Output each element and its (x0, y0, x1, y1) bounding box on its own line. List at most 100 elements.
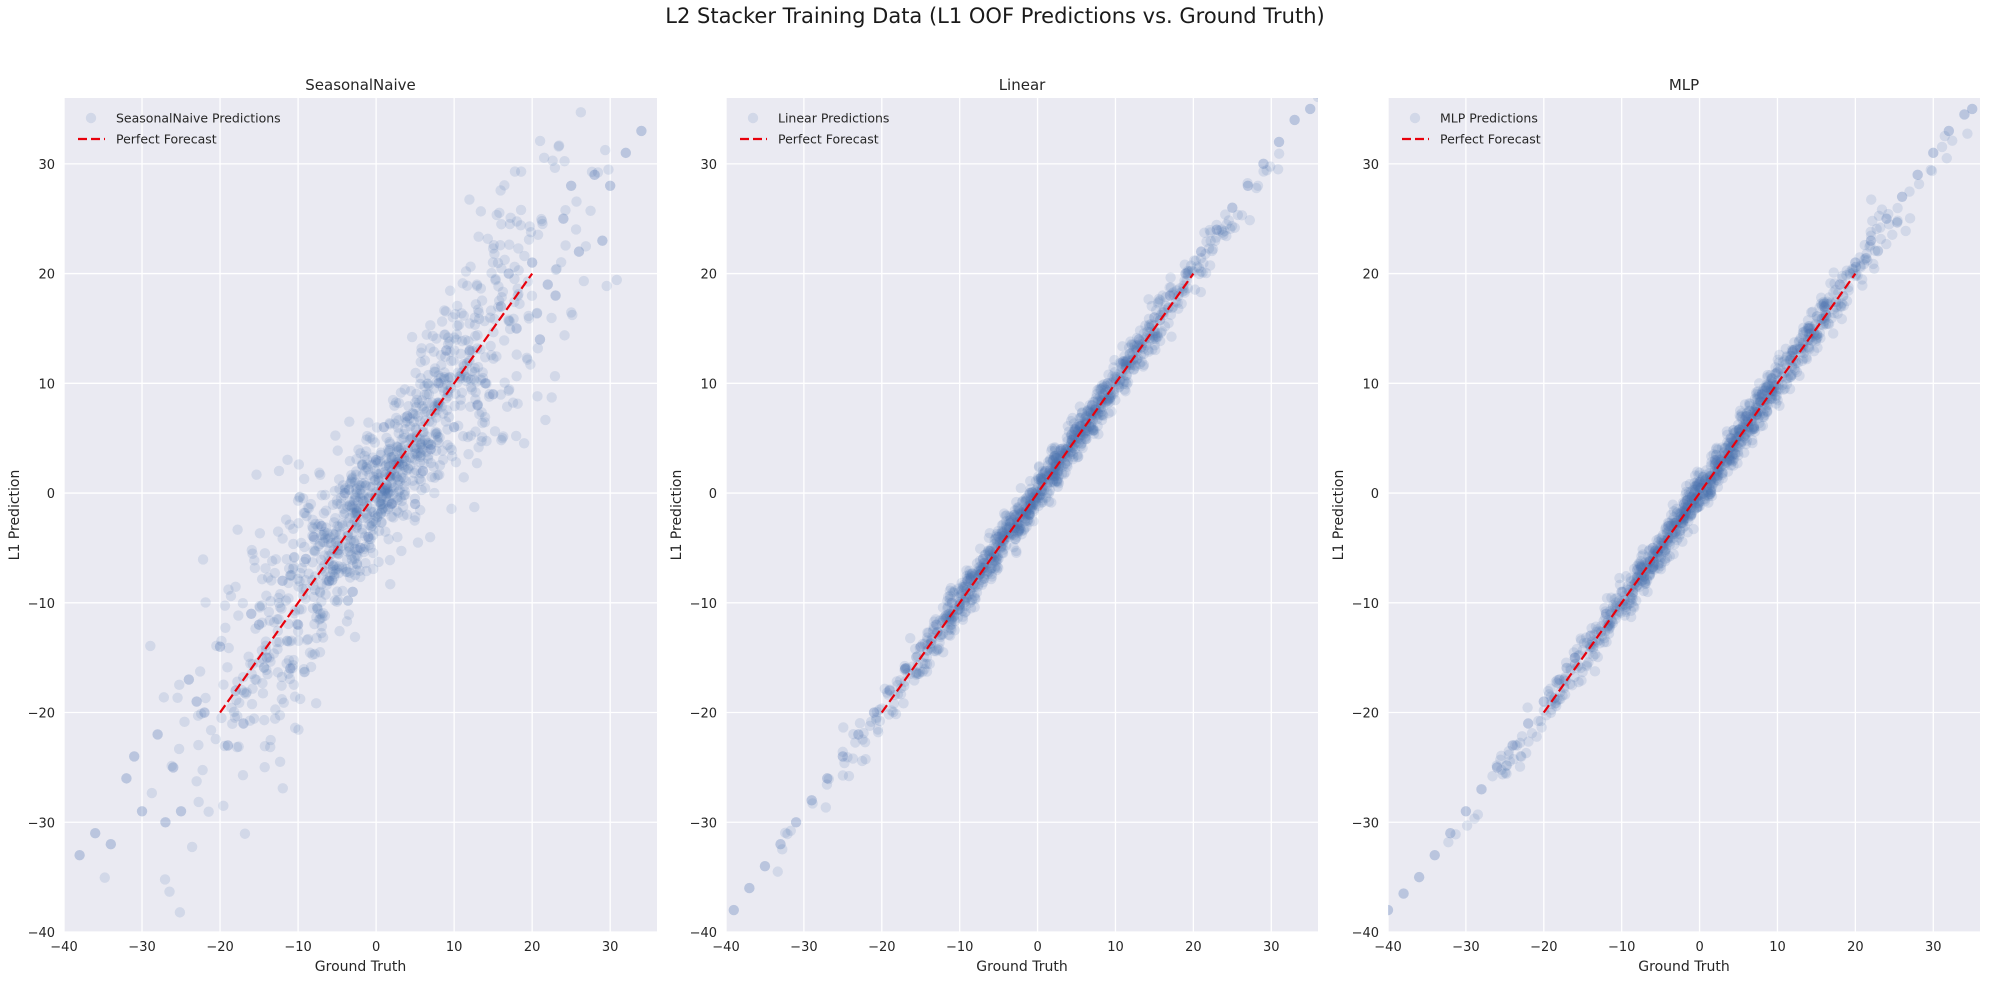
scatter-point (1640, 578, 1651, 590)
scatter-point (1761, 379, 1772, 390)
scatter-point (1076, 411, 1087, 422)
scatter-point (1828, 307, 1840, 319)
scatter-point (433, 378, 444, 389)
scatter-point (487, 243, 499, 254)
scatter-point (477, 372, 489, 384)
scatter-point (1652, 536, 1664, 548)
scatter-point (513, 243, 524, 254)
scatter-point (1258, 158, 1269, 170)
scatter-point (1811, 311, 1822, 322)
scatter-point (1680, 496, 1691, 507)
scatter-point (1155, 309, 1167, 321)
scatter-point (1683, 515, 1694, 527)
scatter-point (1873, 210, 1885, 222)
scatter-point (1205, 227, 1216, 238)
scatter-point (359, 450, 370, 462)
scatter-point (1118, 375, 1130, 387)
scatter-point (377, 504, 388, 515)
scatter-point (1677, 497, 1689, 508)
y-tick-label: −30 (690, 816, 717, 831)
scatter-point (1694, 467, 1705, 478)
scatter-point (1705, 460, 1717, 472)
scatter-point (1110, 394, 1121, 406)
scatter-point (1770, 368, 1782, 379)
scatter-point (999, 529, 1011, 540)
scatter-point (377, 503, 388, 515)
scatter-point (356, 477, 367, 489)
scatter-point (336, 540, 348, 552)
scatter-point (1806, 328, 1817, 339)
scatter-point (1203, 243, 1215, 254)
scatter-point (1705, 484, 1716, 496)
scatter-point (344, 572, 356, 583)
legend-marker (747, 112, 759, 124)
scatter-point (1739, 414, 1751, 425)
scatter-point (974, 555, 986, 566)
scatter-point (320, 532, 331, 544)
scatter-point (977, 562, 989, 573)
scatter-point (406, 331, 418, 343)
scatter-point (317, 632, 329, 643)
scatter-point (307, 514, 318, 525)
scatter-point (1082, 406, 1093, 417)
scatter-point (1516, 751, 1527, 762)
scatter-point (1042, 470, 1053, 482)
scatter-point (1692, 476, 1703, 487)
scatter-point (286, 635, 297, 646)
scatter-point (285, 663, 296, 674)
scatter-point (380, 461, 391, 472)
scatter-point (435, 372, 447, 383)
scatter-point (259, 740, 271, 752)
scatter-point (1150, 344, 1161, 356)
scatter-point (261, 664, 272, 676)
scatter-point (1042, 477, 1054, 488)
scatter-point (1600, 611, 1611, 623)
scatter-point (334, 528, 346, 540)
scatter-point (1706, 490, 1718, 502)
scatter-point (434, 432, 445, 443)
x-axis-label: Ground Truth (315, 959, 406, 975)
scatter-point (1049, 442, 1060, 453)
scatter-point (396, 434, 407, 445)
scatter-point (1603, 628, 1615, 639)
scatter-point (1704, 478, 1716, 489)
scatter-point (418, 427, 429, 438)
scatter-point (1515, 750, 1526, 762)
scatter-point (1576, 675, 1587, 686)
scatter-point (1120, 357, 1131, 369)
scatter-point (1859, 254, 1870, 265)
scatter-point (979, 573, 990, 584)
scatter-point (1644, 544, 1655, 555)
scatter-point (1770, 393, 1781, 404)
scatter-point (1598, 637, 1610, 648)
y-axis-label: L1 Prediction (669, 470, 685, 561)
scatter-point (299, 556, 310, 568)
scatter-point (499, 180, 510, 191)
y-tick-label: −40 (28, 926, 55, 941)
scatter-point (1213, 225, 1225, 236)
scatter-point (219, 740, 230, 752)
scatter-point (292, 619, 304, 630)
scatter-point (386, 481, 397, 493)
scatter-point (442, 373, 454, 384)
scatter-point (369, 475, 380, 486)
scatter-point (1014, 506, 1025, 517)
scatter-point (914, 666, 926, 677)
scatter-point (1188, 255, 1200, 266)
scatter-point (1701, 481, 1713, 493)
perfect-forecast-line (1542, 272, 1857, 714)
scatter-point (479, 315, 490, 327)
legend-label: Perfect Forecast (1440, 132, 1541, 147)
scatter-point (378, 422, 390, 433)
scatter-point (1682, 501, 1693, 512)
scatter-point (1758, 408, 1769, 419)
scatter-point (1128, 363, 1140, 375)
scatter-point (1472, 809, 1484, 820)
x-tick-label: −30 (128, 940, 155, 955)
scatter-point (474, 409, 485, 420)
scatter-point (1076, 437, 1087, 449)
scatter-point (1046, 443, 1058, 454)
scatter-point (930, 614, 941, 625)
scatter-point (414, 473, 425, 485)
scatter-point (1797, 337, 1809, 349)
